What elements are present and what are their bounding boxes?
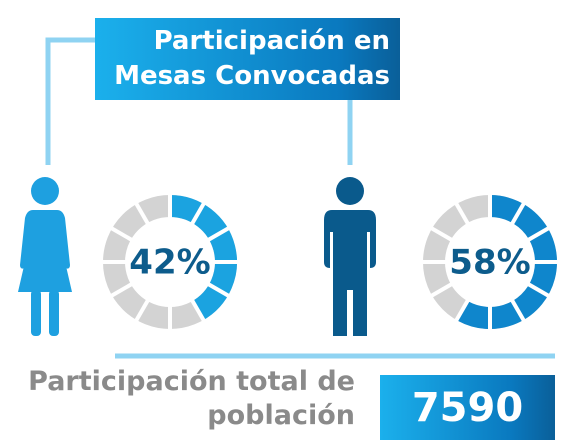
connector-left (45, 37, 95, 165)
total-value: 7590 (380, 375, 555, 440)
segment-gap (133, 200, 151, 227)
segment-gap (509, 200, 527, 227)
segment-gap (205, 281, 232, 299)
segment-gap (108, 225, 135, 243)
segment-gap (509, 297, 527, 324)
connectors (45, 37, 353, 165)
woman-icon (18, 177, 72, 336)
segment-gap (453, 200, 471, 227)
segment-gap (205, 225, 232, 243)
man-icon (324, 177, 376, 336)
segment-gap (453, 297, 471, 324)
segment-gap (525, 225, 552, 243)
segment-gap (525, 281, 552, 299)
segment-gap (428, 225, 455, 243)
segment-gap (428, 281, 455, 299)
percent-label: 58% (449, 243, 530, 283)
title: Participación en Mesas Convocadas (95, 18, 400, 100)
total-label: Participación total de población (28, 366, 355, 431)
segment-gap (133, 297, 151, 324)
percent-label: 42% (129, 243, 210, 283)
segment-gap (108, 281, 135, 299)
segment-gap (189, 297, 207, 324)
donut-segment (169, 195, 237, 321)
segment-gap (189, 200, 207, 227)
